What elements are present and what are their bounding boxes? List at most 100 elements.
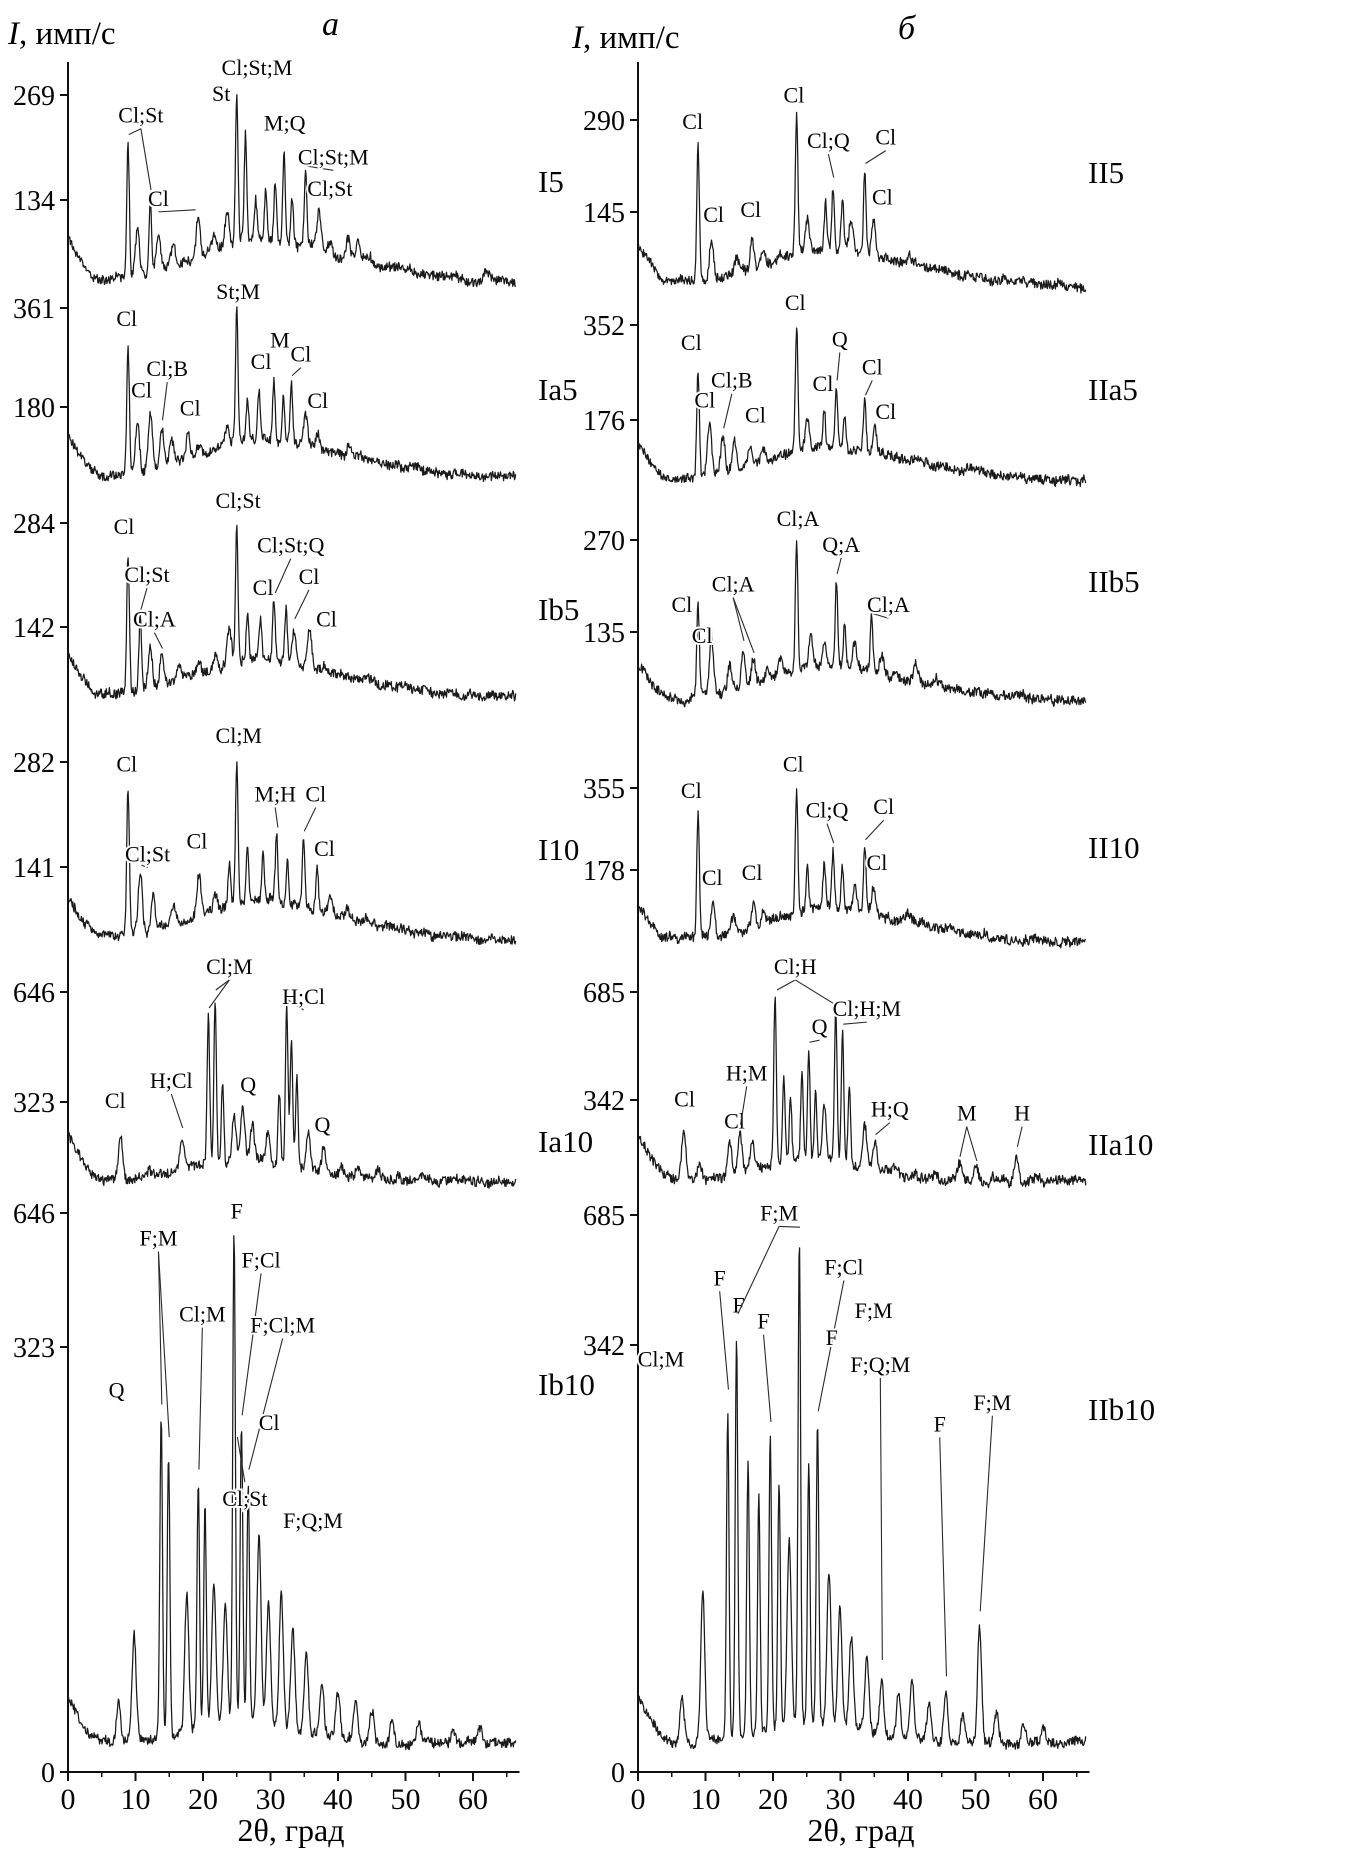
peak-annotation-label: F;Cl [824,1255,863,1280]
leader-line [875,1122,891,1136]
peak-annotation-label: F;Q;M [283,1508,343,1533]
xrd-trace-curve-I10 [67,761,517,946]
peak-annotation-label: St [212,81,230,106]
trace-name-label: IIa10 [1088,1127,1153,1162]
peak-annotation-label: Cl;St;M [298,144,369,169]
peak-annotation-label: Cl [872,184,893,209]
trace-name-label: IIb5 [1088,564,1140,599]
y-tick-label: 290 [583,106,625,137]
leader-line [287,999,304,1011]
leader-line [939,1437,948,1677]
leader-line [170,1093,184,1129]
peak-annotation-label: F;Q;M [850,1352,910,1377]
leader-line [274,558,292,594]
y-tick-label: 145 [583,198,625,229]
peak-annotation-label: St;M [216,279,260,304]
y-tick-label: 0 [611,1758,625,1789]
y-axis-title-rest: , имп/с [583,20,680,56]
leader-line [826,823,835,844]
leader-line [157,1251,163,1405]
peak-annotation-label: Cl [299,564,320,589]
y-axis-title-right: I, имп/с [572,20,680,57]
y-tick-label: 284 [13,509,55,540]
y-tick-label: 352 [583,311,625,342]
peak-annotation-label: Cl [703,202,724,227]
trace-name-label: I10 [538,832,579,867]
peak-annotation-label: Q [109,1378,125,1403]
peak-annotation-label: M [270,327,290,352]
leader-line [291,367,302,377]
y-tick-label: 342 [583,1331,625,1362]
peak-annotation-label: Cl [307,388,328,413]
peak-annotation-label: Cl [114,514,135,539]
peak-annotation-label: H [1014,1101,1030,1126]
peak-annotation-label: Cl;H [774,954,817,979]
leader-line [248,1338,284,1470]
peak-annotation-label: Cl [671,592,692,617]
y-tick-label: 361 [13,294,55,325]
leader-line [732,597,745,642]
peak-annotation-label: F [934,1411,946,1436]
trace-name-label: Ib10 [538,1367,595,1402]
xrd-trace-curve-IIa5 [637,327,1087,488]
peak-annotation-label: H;Q [871,1097,909,1122]
leader-line [198,1327,203,1470]
x-tick-label: 30 [256,1783,286,1816]
x-tick-label: 30 [826,1783,856,1816]
y-tick-label: 685 [583,1201,625,1232]
peak-annotation-label: Cl;B [146,356,188,381]
peak-annotation-label: Cl [745,402,766,427]
peak-annotation-label: Cl;St;Q [257,533,324,558]
leader-line [865,150,887,164]
leader-line [836,352,841,381]
y-axis-title-left: I, имп/с [8,16,116,53]
peak-annotation-label: Cl;St [118,103,163,128]
peak-annotation-label: Cl;Q [807,128,850,153]
y-tick-label: 141 [13,853,55,884]
y-tick-label: 134 [13,186,55,217]
y-axis-title-rest: , имп/с [19,16,116,52]
xrd-trace-curve-IIa10 [637,996,1087,1189]
peak-annotation-label: Cl;A [777,506,820,531]
peak-annotation-label: Cl;M [179,1302,225,1327]
x-tick-label: 0 [61,1783,76,1816]
trace-name-label: Ia10 [538,1124,593,1159]
peak-annotation-label: Cl [694,388,715,413]
peak-annotation-label: Cl;St [307,176,352,201]
peak-annotation-label: Cl;Q [806,798,849,823]
peak-annotation-label: Cl [314,836,335,861]
peak-annotation-label: Cl [253,575,274,600]
peak-annotation-label: F;Cl [241,1247,280,1272]
peak-annotation-label: H;Cl [150,1068,193,1093]
peak-annotation-label: Cl [316,607,337,632]
trace-name-label: II5 [1088,155,1124,190]
leader-line [836,557,842,574]
peak-annotation-label: Cl [290,342,311,367]
peak-annotation-label: Cl [674,1087,695,1112]
trace-name-label: IIa5 [1088,372,1138,407]
peak-annotation-label: Cl;M [206,954,252,979]
y-tick-label: 646 [13,978,55,1009]
panel-a-chart: 0 10 20 30 40 50 60269134Cl;StClStCl;St;MM;QCl… [13,53,595,1816]
y-tick-label: 323 [13,1333,55,1364]
leader-line [241,1273,262,1416]
leader-line [303,807,317,832]
leader-line [776,979,796,991]
peak-annotation-label: Cl [873,794,894,819]
peak-annotation-label: Cl [131,378,152,403]
peak-annotation-label: Cl;St;M [222,55,293,80]
peak-annotation-label: Cl [740,197,761,222]
x-tick-label: 10 [691,1783,721,1816]
x-tick-label: 50 [391,1783,421,1816]
leader-line [274,807,279,828]
peak-annotation-label: Cl;St [222,1486,267,1511]
peak-annotation-label: Cl [251,349,272,374]
leader-line [158,209,196,213]
x-tick-label: 60 [458,1783,488,1816]
leader-line [740,1086,748,1125]
leader-line [157,1251,170,1438]
peak-annotation-label: Cl;M [216,723,262,748]
y-axis-title-italic: I [572,20,583,56]
xrd-trace-curve-Ib5 [67,524,517,702]
